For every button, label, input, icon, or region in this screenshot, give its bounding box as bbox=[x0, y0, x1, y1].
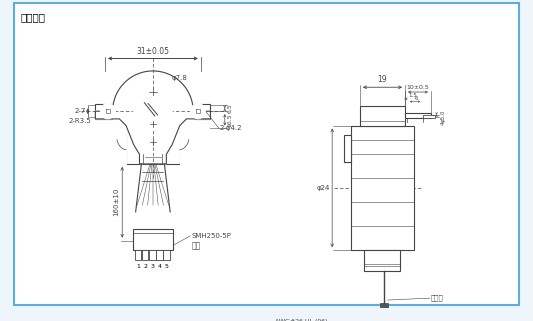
Text: 外形图：: 外形图： bbox=[21, 13, 46, 22]
Text: 4: 4 bbox=[157, 264, 161, 269]
Text: 6: 6 bbox=[415, 96, 418, 101]
FancyBboxPatch shape bbox=[126, 111, 180, 164]
Bar bbox=[133, 229, 173, 250]
Text: 160±10: 160±10 bbox=[114, 188, 119, 216]
Text: 5: 5 bbox=[164, 264, 168, 269]
Text: 1: 1 bbox=[136, 264, 140, 269]
Circle shape bbox=[149, 107, 157, 115]
Bar bbox=[163, 250, 169, 260]
Text: 31±0.05: 31±0.05 bbox=[136, 47, 169, 56]
Bar bbox=[156, 250, 163, 260]
Text: 16.5: 16.5 bbox=[228, 113, 233, 127]
FancyBboxPatch shape bbox=[95, 104, 119, 119]
FancyBboxPatch shape bbox=[187, 104, 211, 119]
Bar bbox=[405, 113, 431, 118]
Circle shape bbox=[140, 99, 165, 124]
Bar bbox=[142, 250, 149, 260]
Bar bbox=[135, 250, 141, 260]
Text: 3: 3 bbox=[150, 264, 154, 269]
Text: 4: 4 bbox=[440, 122, 446, 126]
Circle shape bbox=[134, 92, 172, 130]
Text: 1.5: 1.5 bbox=[408, 93, 417, 98]
Bar bbox=[423, 115, 435, 118]
Text: 2-φ4.2: 2-φ4.2 bbox=[220, 126, 243, 132]
Text: φ24: φ24 bbox=[317, 185, 330, 191]
Circle shape bbox=[112, 71, 193, 152]
Text: 白色: 白色 bbox=[191, 241, 200, 250]
Bar bbox=[364, 250, 400, 271]
Text: 10±0.5: 10±0.5 bbox=[406, 85, 429, 90]
Circle shape bbox=[195, 108, 201, 115]
Polygon shape bbox=[95, 71, 211, 164]
Text: 热缩管: 热缩管 bbox=[431, 295, 443, 301]
Circle shape bbox=[100, 104, 116, 119]
Circle shape bbox=[190, 104, 206, 119]
Circle shape bbox=[104, 108, 111, 115]
Polygon shape bbox=[112, 111, 126, 164]
Text: 2-7: 2-7 bbox=[75, 108, 86, 114]
Text: 19: 19 bbox=[378, 75, 387, 84]
Bar bbox=[360, 106, 405, 126]
Text: φ7.8: φ7.8 bbox=[172, 75, 188, 81]
Polygon shape bbox=[180, 111, 193, 164]
Bar bbox=[149, 250, 156, 260]
Text: 2-R3.5: 2-R3.5 bbox=[69, 118, 91, 124]
Text: φ5.0: φ5.0 bbox=[440, 110, 446, 122]
Bar bbox=[380, 303, 388, 310]
Text: 2: 2 bbox=[143, 264, 147, 269]
Text: 6.5: 6.5 bbox=[228, 103, 233, 113]
Bar bbox=[344, 135, 351, 162]
Text: AWG#26 UL (06): AWG#26 UL (06) bbox=[274, 319, 327, 321]
Text: SMH250-5P: SMH250-5P bbox=[191, 233, 231, 239]
Bar bbox=[351, 126, 414, 250]
